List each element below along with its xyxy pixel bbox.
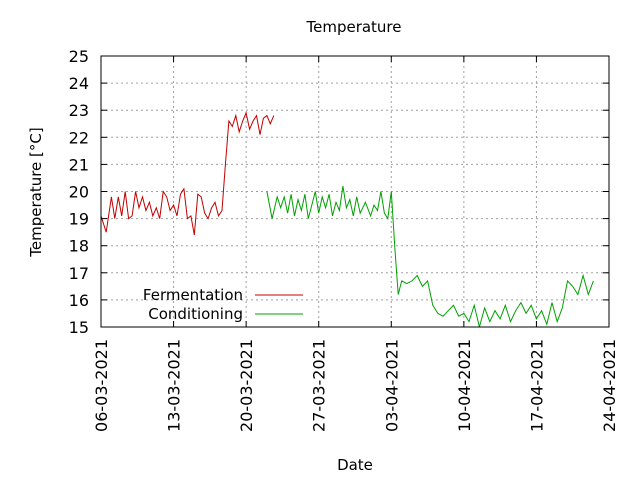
y-tick-labels: 15 16 17 18 19 20 21 22 23 24 25: [69, 47, 89, 337]
y-tick-label: 20: [69, 183, 89, 202]
x-tick-label: 24-04-2021: [600, 339, 619, 432]
y-tick-label: 22: [69, 128, 89, 147]
y-tick-label: 25: [69, 47, 89, 66]
x-tick-label: 06-03-2021: [92, 339, 111, 432]
chart-title: Temperature: [305, 18, 401, 36]
y-tick-label: 18: [69, 237, 89, 256]
x-tick-labels: 06-03-2021 13-03-2021 20-03-2021 27-03-2021…: [92, 339, 619, 432]
x-tick-label: 17-04-2021: [527, 339, 546, 432]
y-tick-label: 15: [69, 318, 89, 337]
series-line-fermentation: [100, 111, 275, 235]
grid: [101, 56, 609, 327]
y-tick-label: 17: [69, 264, 89, 283]
legend-label: Conditioning: [148, 305, 243, 323]
x-tick-label: 10-04-2021: [455, 339, 474, 432]
y-tick-label: 23: [69, 101, 89, 120]
y-tick-label: 21: [69, 155, 89, 174]
y-tick-label: 19: [69, 210, 89, 229]
x-axis-label: Date: [337, 456, 373, 474]
x-tick-label: 27-03-2021: [310, 339, 329, 432]
y-tick-label: 24: [69, 74, 89, 93]
y-axis-label: Temperature [°C]: [27, 127, 45, 257]
y-tick-label: 16: [69, 291, 89, 310]
x-tick-label: 20-03-2021: [237, 339, 256, 432]
legend-label: Fermentation: [143, 286, 243, 304]
axis-ticks: [100, 55, 610, 328]
x-tick-label: 03-04-2021: [382, 339, 401, 432]
series-line-conditioning: [266, 186, 594, 328]
series-lines: [100, 111, 594, 328]
x-tick-label: 13-03-2021: [165, 339, 184, 432]
